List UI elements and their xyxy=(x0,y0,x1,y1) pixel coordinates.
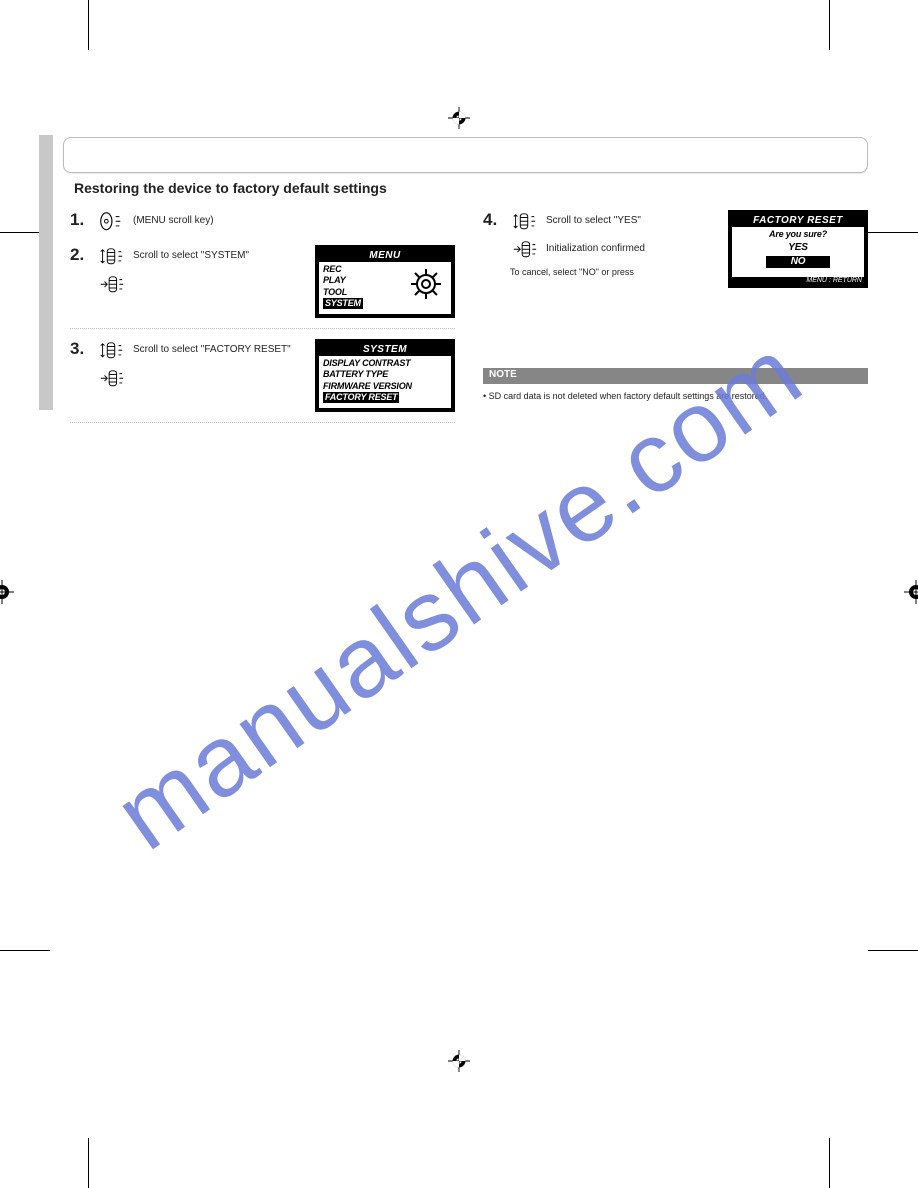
step-number: 3. xyxy=(70,339,87,359)
right-column: 4. Scroll to select "YES" xyxy=(483,210,868,433)
crop-mark xyxy=(829,0,830,50)
registration-mark-icon xyxy=(448,1050,470,1072)
crop-mark xyxy=(0,950,50,951)
enter-key-icon xyxy=(510,238,538,260)
sidebar-tab xyxy=(39,135,53,410)
enter-key-icon xyxy=(97,367,125,389)
menu-item: BATTERY TYPE xyxy=(323,369,447,380)
scroll-key-icon xyxy=(97,339,125,361)
gear-icon xyxy=(409,267,443,301)
step-1-label: (MENU scroll key) xyxy=(133,214,214,228)
scroll-key-icon xyxy=(97,245,125,267)
step-2-row: 2. Scroll to select "SYSTEM" xyxy=(70,245,455,318)
step-2-text: Scroll to select "SYSTEM" xyxy=(133,249,249,263)
crop-mark xyxy=(868,232,918,233)
step-5-after: Initialization confirmed xyxy=(546,242,645,256)
step-number: 2. xyxy=(70,245,87,265)
screen-title: FACTORY RESET xyxy=(732,214,864,227)
menu-key-icon xyxy=(97,210,125,232)
screen-title: MENU xyxy=(319,249,451,262)
step-number: 4. xyxy=(483,210,500,230)
title-bar xyxy=(63,137,868,173)
step-3-row: 3. Scroll to select "FACTORY RESET" xyxy=(70,339,455,412)
lcd-screen-factory-reset: FACTORY RESET Are you sure? YES NO MENU … xyxy=(728,210,868,288)
screen-footer: MENU : RETURN xyxy=(732,277,864,284)
menu-item: FIRMWARE VERSION xyxy=(323,381,447,392)
separator xyxy=(70,422,455,423)
registration-mark-icon xyxy=(0,580,22,604)
scroll-key-icon xyxy=(510,210,538,232)
step-number: 1. xyxy=(70,210,87,230)
crop-mark xyxy=(88,0,89,50)
menu-item-selected: FACTORY RESET xyxy=(323,392,399,403)
step-4-text: Scroll to select "YES" xyxy=(546,214,641,228)
option-no-selected: NO xyxy=(766,256,831,269)
registration-mark-icon xyxy=(448,107,470,129)
note-label: NOTE xyxy=(489,369,517,380)
step-4-row: 4. Scroll to select "YES" xyxy=(483,210,868,288)
crop-mark xyxy=(88,1138,89,1188)
step-1: 1. (MENU scroll key) xyxy=(70,210,455,235)
note-text: • SD card data is not deleted when facto… xyxy=(483,390,868,403)
crop-mark xyxy=(829,1138,830,1188)
crop-mark xyxy=(868,950,918,951)
step-3-text: Scroll to select "FACTORY RESET" xyxy=(133,343,291,357)
note-bar: NOTE xyxy=(483,368,868,384)
enter-key-icon xyxy=(97,273,125,295)
prompt-text: Are you sure? xyxy=(736,229,860,240)
lcd-screen-system: SYSTEM DISPLAY CONTRAST BATTERY TYPE FIR… xyxy=(315,339,455,412)
lcd-screen-menu: MENU REC PLAY TOOL SYSTEM xyxy=(315,245,455,318)
menu-item-selected: SYSTEM xyxy=(323,298,363,309)
registration-mark-icon xyxy=(896,580,918,604)
separator xyxy=(70,328,455,329)
step-5-hint: To cancel, select "NO" or press xyxy=(510,266,710,278)
section-title: Restoring the device to factory default … xyxy=(74,180,387,196)
option-yes: YES xyxy=(736,242,860,255)
left-column: 1. (MENU scroll key) 2. xyxy=(70,210,455,433)
menu-item: DISPLAY CONTRAST xyxy=(323,358,447,369)
screen-title: SYSTEM xyxy=(319,343,451,356)
